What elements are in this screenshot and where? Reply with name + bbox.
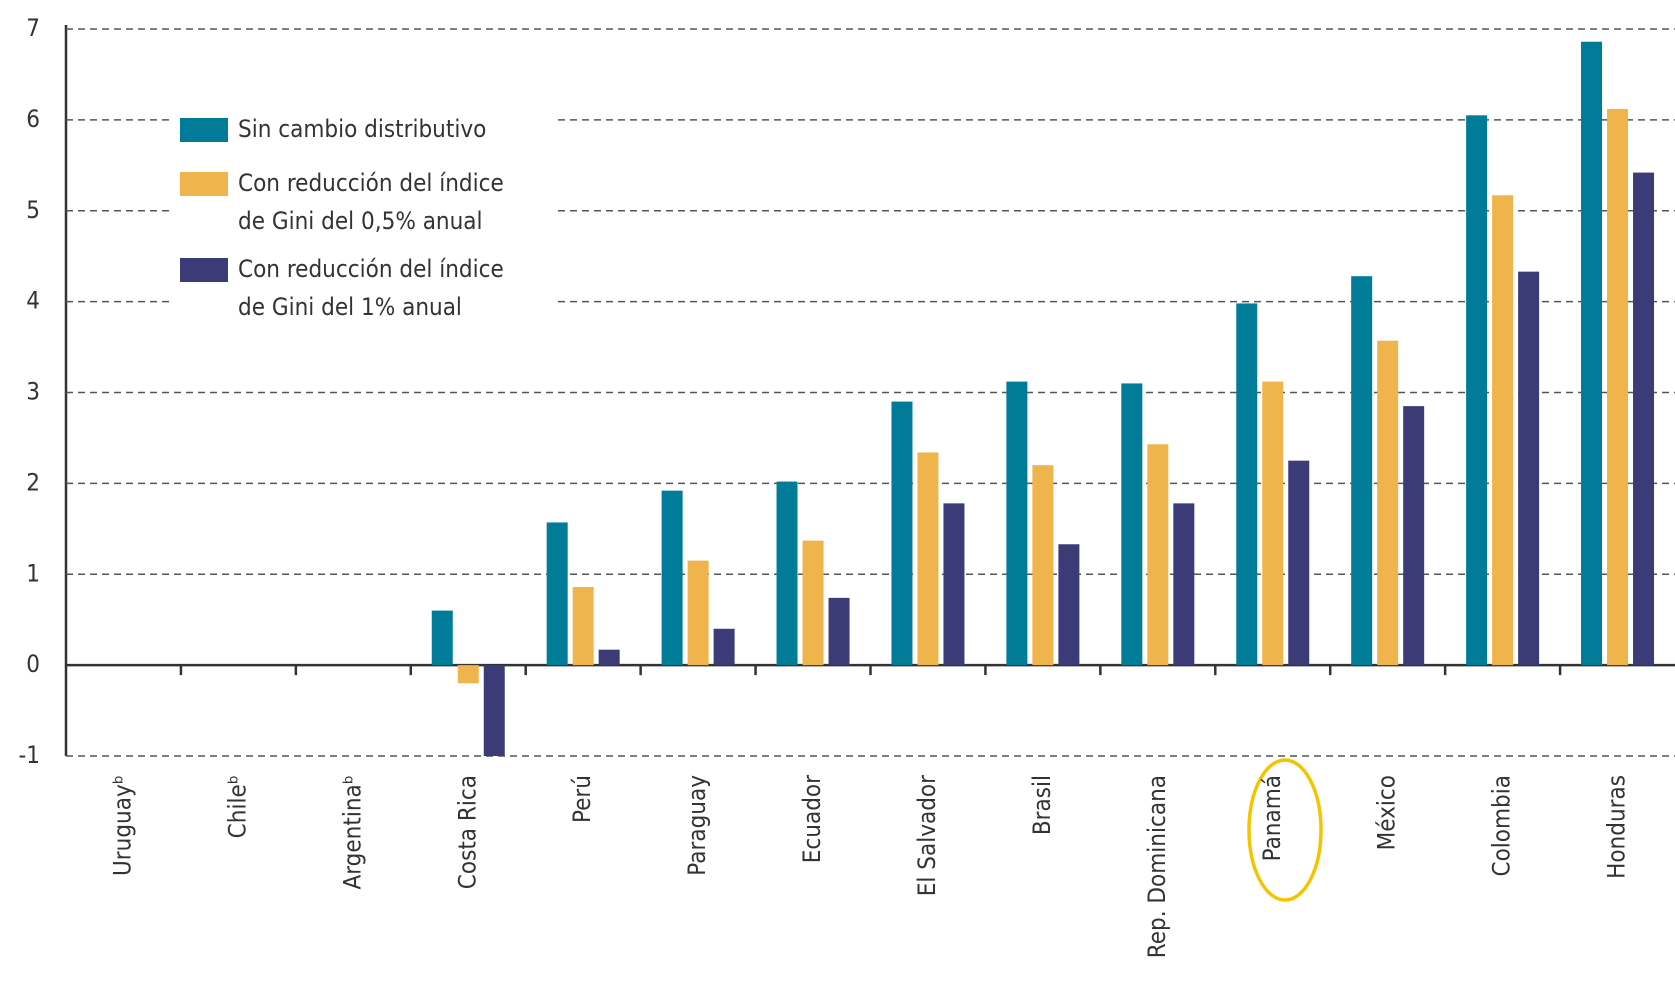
bar (1403, 406, 1425, 666)
bar (917, 452, 939, 666)
bar (1581, 41, 1603, 666)
legend-label: Con reducción del índice de Gini del 0,5%… (238, 169, 504, 235)
x-tick-label: Brasil (1028, 775, 1056, 835)
bar (687, 560, 709, 666)
bar (943, 503, 965, 666)
y-tick-label: 3 (26, 378, 40, 406)
bar (1236, 303, 1258, 666)
bar (661, 490, 683, 666)
x-tick-label: Argentinaᵇ (338, 775, 366, 890)
legend-label: Sin cambio distributivo (238, 115, 486, 143)
bar (598, 649, 620, 666)
bar (1147, 444, 1169, 666)
y-tick-label: 0 (26, 650, 40, 678)
x-tick-label: Honduras (1603, 775, 1631, 879)
bar (1351, 276, 1373, 666)
bar (1607, 108, 1629, 666)
bar (1466, 115, 1488, 666)
bar (891, 401, 913, 666)
x-tick-label: México (1373, 775, 1401, 850)
bar (1633, 172, 1655, 666)
x-tick-label: Colombia (1488, 775, 1516, 876)
x-tick-label: Rep. Dominicana (1143, 775, 1171, 958)
bar (776, 481, 798, 666)
bar (1518, 271, 1540, 666)
bar (828, 597, 850, 666)
x-tick-label: El Salvador (913, 775, 941, 896)
legend-swatch (180, 118, 228, 142)
bar (713, 628, 735, 666)
y-tick-label: 2 (26, 468, 40, 496)
bar (1058, 544, 1080, 666)
bar (1288, 460, 1310, 666)
bar (546, 522, 568, 666)
highlight-circle (1247, 758, 1323, 902)
bar (1006, 381, 1028, 666)
bar (1032, 465, 1054, 666)
legend: Sin cambio distributivo Con reducción del… (170, 110, 555, 335)
x-tick-label: Uruguayᵇ (108, 775, 136, 876)
x-tick-label: Perú (568, 775, 596, 823)
y-tick-label: 4 (26, 287, 40, 315)
x-tick-label: Panamá (1258, 775, 1286, 861)
bar (1377, 340, 1399, 666)
x-tick-label: Costa Rica (453, 775, 481, 889)
x-tick-label: Paraguay (683, 775, 711, 876)
y-tick-label: 6 (26, 105, 40, 133)
legend-swatch (180, 258, 228, 282)
y-tick-label: 7 (26, 14, 40, 42)
y-tick-label: 5 (26, 196, 40, 224)
bar (1262, 381, 1284, 666)
bar (1173, 503, 1195, 666)
bar (1492, 195, 1514, 666)
y-tick-label: -1 (18, 741, 40, 769)
x-tick-label: Ecuador (798, 775, 826, 863)
legend-background (170, 110, 555, 335)
y-tick-label: 1 (26, 559, 40, 587)
bar (431, 610, 453, 666)
legend-label: Con reducción del índice de Gini del 1% a… (238, 255, 504, 321)
bar (457, 665, 479, 684)
bar (483, 665, 505, 756)
bar (802, 540, 824, 666)
bar (572, 586, 594, 666)
bar (1121, 383, 1143, 666)
x-tick-label: Chileᵇ (223, 775, 251, 838)
legend-swatch (180, 172, 228, 196)
